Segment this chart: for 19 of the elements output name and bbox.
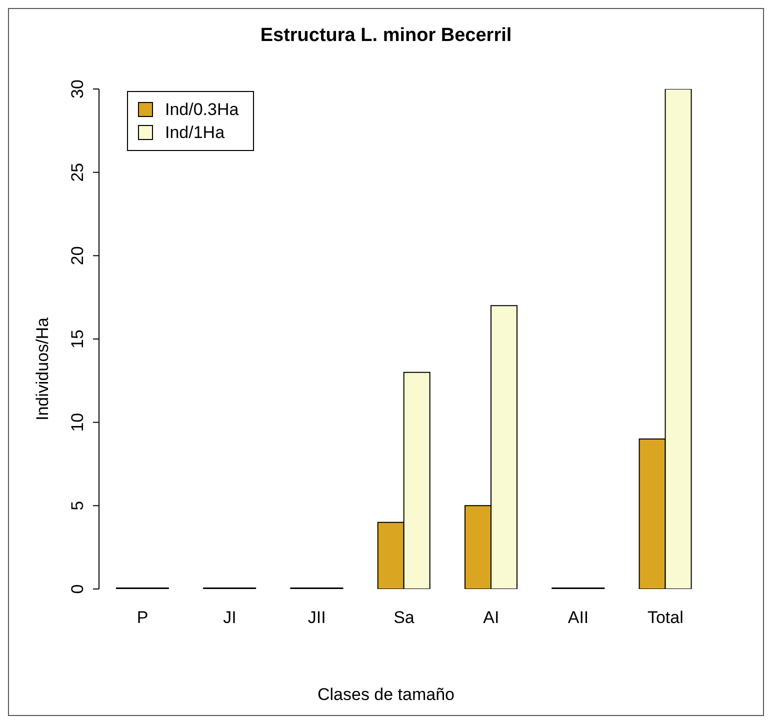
y-tick-label: 25 [68,162,87,182]
legend-label: Ind/1Ha [165,122,225,144]
y-tick-label: 20 [68,246,87,266]
x-tick-label: AII [568,608,589,628]
y-axis-title: Individuos/Ha [33,317,53,421]
chart-title: Estructura L. minor Becerril [259,25,513,47]
x-axis-title: Clases de tamaño [316,685,456,705]
legend-label: Ind/0.3Ha [165,99,239,121]
x-tick-label: Total [647,608,684,628]
y-tick-label: 5 [68,500,87,510]
y-tick-label: 10 [68,412,87,432]
y-tick-label: 15 [68,330,87,348]
x-tick-label: JI [223,608,236,628]
x-tick-label: AI [483,608,500,628]
x-tick-label: Sa [394,608,415,628]
y-tick-label: 30 [68,80,87,98]
x-tick-label: P [136,608,148,628]
x-tick-label: JII [308,608,326,628]
y-tick-label: 0 [68,584,87,594]
